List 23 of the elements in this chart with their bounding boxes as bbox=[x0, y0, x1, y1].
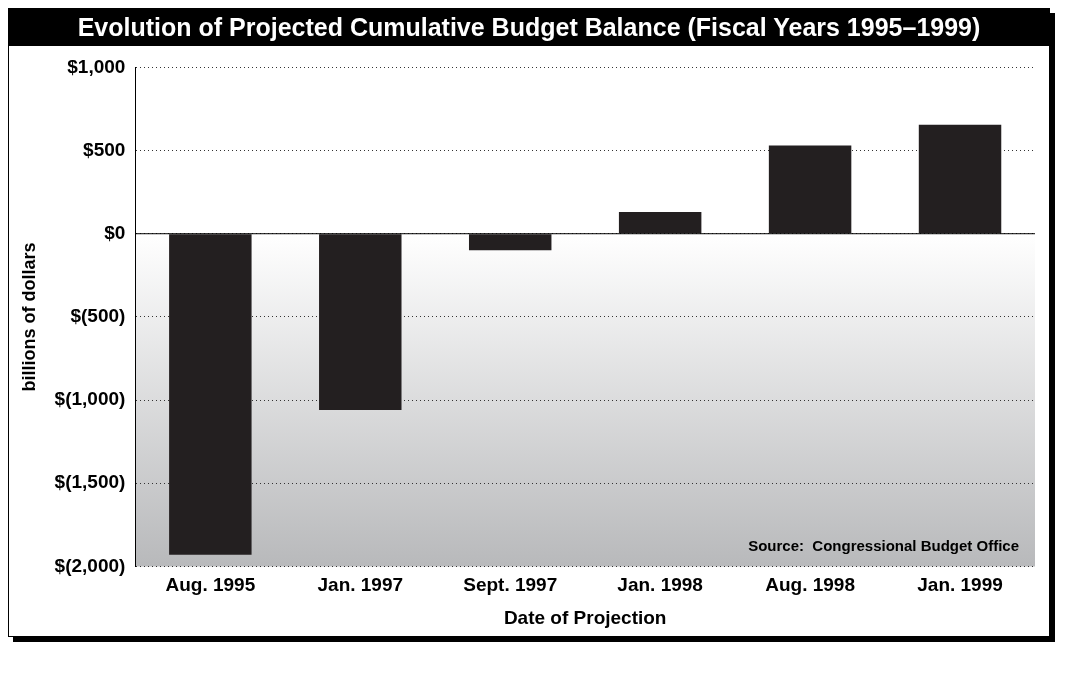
x-tick-label: Aug. 1995 bbox=[165, 574, 256, 596]
bar bbox=[169, 234, 252, 555]
x-axis-title: Date of Projection bbox=[503, 606, 667, 628]
x-tick-label: Sept. 1997 bbox=[463, 574, 558, 596]
y-tick-label: $0 bbox=[104, 221, 126, 243]
y-tick-label: $(2,000) bbox=[54, 554, 126, 576]
x-tick-label: Jan. 1997 bbox=[317, 574, 404, 596]
bar bbox=[918, 124, 1002, 234]
y-tick-label: $(1,500) bbox=[54, 471, 126, 493]
y-tick-label: $1,000 bbox=[67, 55, 126, 77]
y-tick-label: $(1,000) bbox=[54, 388, 126, 410]
annotation: Source: Congressional Budget Office bbox=[748, 537, 1019, 555]
y-axis-title: billions of dollars bbox=[18, 242, 39, 392]
bar bbox=[468, 234, 552, 251]
y-tick-label: $(500) bbox=[70, 305, 126, 327]
x-tick-label: Aug. 1998 bbox=[765, 574, 855, 596]
bar bbox=[768, 145, 852, 234]
y-tick-label: $500 bbox=[83, 138, 126, 160]
bar bbox=[319, 234, 402, 411]
x-tick-label: Jan. 1998 bbox=[617, 574, 703, 596]
chart-title: Evolution of Projected Cumulative Budget Balance (Fiscal Years 1995–1999) bbox=[9, 9, 1049, 46]
bar bbox=[618, 212, 702, 234]
x-tick-label: Jan. 1999 bbox=[917, 574, 1003, 596]
